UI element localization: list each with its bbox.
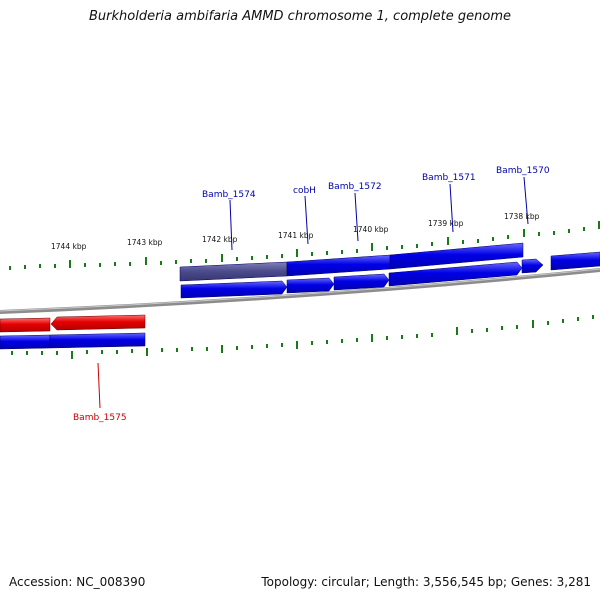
gene-feature[interactable] bbox=[0, 334, 51, 350]
genome-backbone bbox=[0, 268, 600, 314]
gene-feature[interactable] bbox=[521, 258, 544, 274]
gene-feature[interactable] bbox=[389, 242, 524, 270]
gene-feature[interactable] bbox=[49, 332, 146, 349]
forward-genes-outer bbox=[179, 242, 600, 282]
accession-text: Accession: NC_008390 bbox=[9, 575, 146, 589]
forward-genes-lower bbox=[0, 332, 146, 350]
label-leaders bbox=[97, 176, 529, 409]
kbp-label-1739: 1739 kbp bbox=[428, 219, 464, 228]
lower-tick-track bbox=[11, 315, 594, 359]
gene-label-bamb-1572: Bamb_1572 bbox=[328, 182, 382, 192]
gene-feature[interactable] bbox=[550, 251, 600, 271]
gene-feature[interactable] bbox=[388, 261, 523, 287]
gene-feature[interactable] bbox=[180, 280, 288, 299]
reverse-genes bbox=[0, 314, 146, 333]
gene-feature[interactable] bbox=[0, 317, 51, 333]
gene-feature[interactable] bbox=[50, 314, 146, 331]
kbp-label-1743: 1743 kbp bbox=[127, 238, 163, 247]
gene-label-bamb-1575: Bamb_1575 bbox=[73, 413, 127, 423]
forward-genes-inner bbox=[180, 258, 544, 299]
gene-feature[interactable] bbox=[286, 277, 335, 294]
kbp-label-1740: 1740 kbp bbox=[353, 225, 389, 234]
gene-feature[interactable] bbox=[333, 273, 390, 291]
gene-label-bamb-1571: Bamb_1571 bbox=[422, 173, 476, 183]
kbp-label-1744: 1744 kbp bbox=[51, 242, 87, 251]
upper-tick-track bbox=[9, 221, 600, 270]
kbp-label-1738: 1738 kbp bbox=[504, 212, 540, 221]
genome-summary-text: Topology: circular; Length: 3,556,545 bp… bbox=[261, 575, 591, 589]
gene-feature[interactable] bbox=[179, 261, 288, 282]
map-title: Burkholderia ambifaria AMMD chromosome 1… bbox=[88, 9, 512, 24]
gene-label-cobh: cobH bbox=[293, 186, 316, 196]
gene-feature[interactable] bbox=[286, 254, 391, 277]
gene-label-bamb-1574: Bamb_1574 bbox=[202, 190, 256, 200]
gene-label-bamb-1570: Bamb_1570 bbox=[496, 166, 550, 176]
kbp-label-1741: 1741 kbp bbox=[278, 231, 314, 240]
kbp-label-1742: 1742 kbp bbox=[202, 235, 238, 244]
